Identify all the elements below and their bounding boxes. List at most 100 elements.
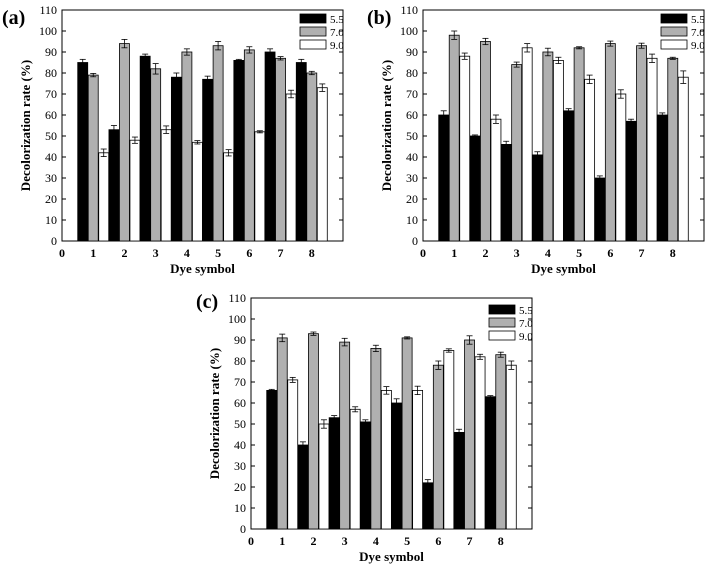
x-axis-title: Dye symbol	[170, 261, 235, 276]
y-tick-label: 30	[234, 459, 246, 473]
y-axis-title: Decolorization rate (%)	[379, 60, 394, 191]
x-tick-label: 7	[278, 246, 284, 260]
legend-label: 9.0	[519, 331, 533, 343]
legend-swatch	[488, 304, 516, 315]
x-tick-label: 8	[498, 534, 504, 548]
bar-ph55-dye7	[264, 51, 276, 242]
bar-ph70-dye8	[495, 354, 507, 530]
legend-swatch	[660, 39, 688, 50]
y-tick-label: 20	[234, 480, 246, 494]
bar-ph90-dye8	[677, 76, 689, 242]
y-tick-label: 110	[400, 3, 418, 17]
x-tick-label: 6	[435, 534, 441, 548]
bar-ph90-dye5	[412, 389, 424, 530]
y-tick-label: 100	[39, 24, 57, 38]
legend-label: 7.0	[519, 318, 533, 330]
y-tick-label: 10	[234, 501, 246, 515]
y-tick-label: 30	[45, 171, 57, 185]
bar-ph55-dye2	[297, 444, 309, 530]
bar-ph70-dye1	[276, 337, 288, 530]
panel-b: (b) 0 10 20 30 40 50 60 70 80 90 100 110 0 1 2 3 4 5 6 7 8 Dye…	[367, 3, 705, 276]
bar-ph55-dye1	[77, 62, 89, 242]
bar-ph90-dye1	[287, 379, 299, 530]
bar-ph55-dye4	[359, 421, 371, 530]
y-tick-label: 50	[406, 129, 418, 143]
legend-swatch	[299, 39, 327, 50]
bar-ph55-dye2	[469, 135, 481, 242]
bar-ph90-dye6	[615, 93, 627, 242]
bar-ph55-dye3	[139, 55, 151, 242]
bar-ph90-dye7	[646, 57, 658, 242]
bar-ph90-dye2	[318, 423, 330, 530]
x-tick-label: 0	[59, 246, 65, 260]
bar-ph55-dye1	[438, 114, 450, 242]
y-tick-label: 0	[412, 234, 418, 248]
legend-swatch	[660, 13, 688, 24]
y-tick-label: 40	[406, 150, 418, 164]
bar-ph70-dye6	[432, 364, 444, 530]
legend-swatch	[660, 26, 688, 37]
bar-ph90-dye5	[584, 78, 596, 242]
legend-swatch	[488, 330, 516, 341]
y-tick-label: 10	[406, 213, 418, 227]
bar-ph70-dye7	[636, 45, 647, 242]
bar-ph90-dye4	[380, 389, 392, 530]
y-tick-label: 40	[45, 150, 57, 164]
x-tick-label: 6	[246, 246, 252, 260]
bar-ph90-dye2	[129, 139, 141, 242]
legend-label: 9.0	[330, 40, 344, 52]
legend-label: 5.5	[330, 14, 344, 26]
bar-ph90-dye6	[254, 131, 266, 242]
x-tick-label: 8	[309, 246, 315, 260]
x-tick-label: 0	[420, 246, 426, 260]
y-tick-label: 60	[45, 108, 57, 122]
bar-ph70-dye6	[604, 43, 616, 242]
x-tick-label: 4	[184, 246, 190, 260]
bar-ph70-dye5	[573, 47, 585, 242]
bar-ph55-dye5	[202, 78, 214, 242]
bar-ph90-dye4	[191, 141, 203, 242]
y-tick-label: 60	[406, 108, 418, 122]
y-tick-label: 110	[228, 291, 246, 305]
bar-ph70-dye8	[667, 57, 679, 242]
bar-ph70-dye4	[181, 51, 193, 242]
bar-ph55-dye3	[500, 143, 512, 242]
y-tick-label: 20	[45, 192, 57, 206]
bar-ph90-dye5	[223, 152, 235, 242]
y-tick-label: 100	[228, 312, 246, 326]
bar-ph70-dye2	[308, 333, 319, 530]
x-axis-title: Dye symbol	[531, 261, 596, 276]
legend-swatch	[488, 317, 516, 328]
bar-ph55-dye1	[266, 389, 278, 530]
y-tick-label: 30	[406, 171, 418, 185]
y-tick-label: 50	[234, 417, 246, 431]
legend-label: 7.0	[330, 27, 344, 39]
bar-ph55-dye7	[625, 120, 637, 242]
bar-ph70-dye2	[119, 43, 130, 242]
bar-ph90-dye1	[459, 55, 471, 242]
bar-ph70-dye5	[401, 337, 413, 530]
bar-ph55-dye8	[295, 62, 307, 242]
y-tick-label: 70	[234, 375, 246, 389]
bar-ph90-dye8	[505, 364, 517, 530]
x-tick-label: 5	[576, 246, 582, 260]
bar-ph70-dye5	[212, 45, 224, 242]
bar-ph90-dye4	[552, 60, 564, 242]
bar-ph70-dye3	[511, 64, 523, 242]
x-tick-label: 7	[639, 246, 645, 260]
bar-ph90-dye8	[316, 87, 328, 242]
x-tick-label: 8	[670, 246, 676, 260]
y-tick-label: 110	[39, 3, 57, 17]
y-tick-label: 80	[45, 66, 57, 80]
bar-ph90-dye3	[160, 129, 172, 242]
bar-ph90-dye2	[490, 118, 502, 242]
panel-label: (a)	[2, 7, 25, 29]
bar-ph70-dye3	[150, 68, 162, 242]
y-axis-title: Decolorization rate (%)	[18, 60, 33, 191]
bar-ph90-dye3	[521, 47, 533, 242]
legend-label: 5.5	[691, 14, 705, 26]
y-tick-label: 90	[45, 45, 57, 59]
x-tick-label: 1	[279, 534, 285, 548]
y-tick-label: 80	[406, 66, 418, 80]
